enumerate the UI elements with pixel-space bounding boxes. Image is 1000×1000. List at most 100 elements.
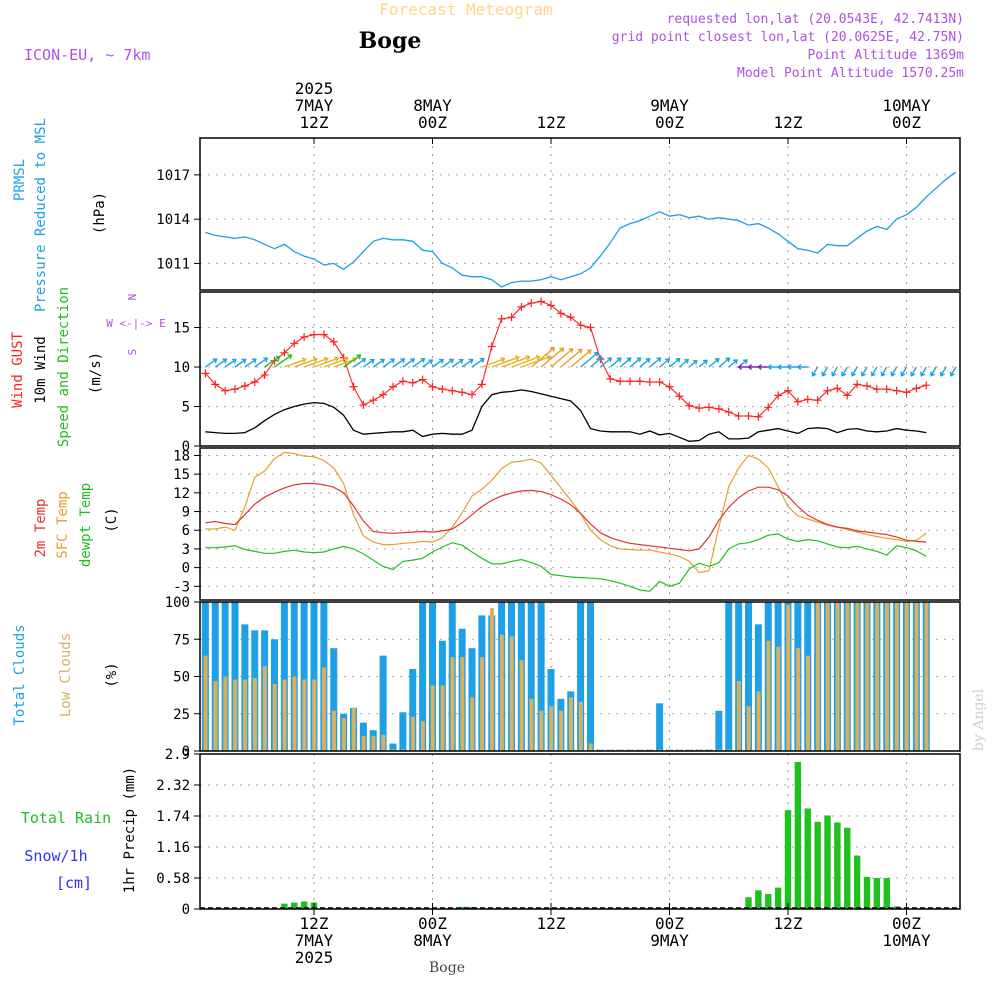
wind-direction-arrow (949, 366, 957, 377)
gust-marker (201, 369, 210, 378)
gust-marker (616, 377, 625, 386)
low-cloud-bar (322, 667, 327, 751)
compass-s: S (126, 349, 139, 356)
rain-bar (863, 876, 871, 909)
wind-direction-arrow (786, 364, 798, 370)
time-tick-label: 00Z (655, 113, 684, 132)
rain-bar (784, 810, 792, 909)
low-cloud-bar (529, 698, 534, 751)
wind-direction-arrow (890, 366, 898, 377)
low-cloud-label: Low Clouds (58, 633, 74, 717)
wind-direction-arrow (313, 356, 340, 368)
location-title: Boge (359, 28, 422, 54)
low-cloud-bar (292, 676, 297, 751)
gust-marker (823, 386, 832, 395)
time-tick-label: 00Z (655, 914, 684, 933)
wind-direction-arrow (244, 358, 257, 368)
low-cloud-bar (815, 602, 820, 751)
wind-direction-arrow (831, 366, 839, 377)
precip-panel (200, 762, 960, 909)
low-cloud-bar (489, 607, 494, 751)
rain-label: Total Rain (21, 809, 111, 827)
gust-marker (793, 397, 802, 406)
sfc-temp-label: SFC Temp (55, 491, 71, 558)
wind-direction-arrow (491, 355, 520, 368)
gust-marker (507, 313, 516, 322)
time-tick-label: 12Z (537, 914, 566, 933)
wind-direction-arrow (343, 354, 362, 368)
y-tick-label: 3 (182, 542, 190, 558)
wind-direction-arrow (841, 366, 848, 377)
gust-marker (477, 380, 486, 389)
total-cloud-bar (735, 602, 743, 751)
prmsl-desc-label: Pressure Reduced to MSL (33, 118, 49, 312)
wind-direction-arrow (363, 358, 375, 368)
wind-direction-arrow (441, 358, 455, 368)
wind-speed-line (205, 389, 927, 442)
gust-marker (556, 309, 565, 318)
total-cloud-bar (310, 602, 318, 751)
rain-bar (755, 890, 762, 909)
low-cloud-bar (381, 734, 386, 751)
gust-marker (566, 313, 575, 322)
total-cloud-bar (231, 602, 239, 751)
low-cloud-bar (312, 679, 317, 751)
low-cloud-bar (776, 646, 781, 751)
y-tick-label: 1011 (156, 256, 190, 272)
total-cloud-bar (300, 602, 308, 751)
gust-marker (517, 303, 526, 312)
rain-bar (814, 821, 821, 909)
low-cloud-bar (884, 602, 889, 751)
low-cloud-bar (875, 602, 880, 751)
compass-n: N (126, 294, 139, 301)
total-cloud-label: Total Clouds (12, 624, 28, 725)
gust-marker (359, 400, 368, 409)
wind-direction-arrow (294, 357, 318, 368)
rain-bar (853, 855, 861, 909)
low-cloud-bar (213, 680, 218, 751)
time-tick-label: 00Z (892, 914, 921, 933)
total-cloud-bar (330, 648, 338, 751)
gust-marker (260, 370, 269, 379)
low-cloud-bar (203, 655, 208, 751)
low-cloud-bar (805, 655, 810, 751)
temp-unit-label: (C) (104, 507, 120, 532)
wind-direction-arrow (254, 357, 269, 368)
cloud-unit-label: (%) (104, 662, 120, 687)
wind-direction-arrow (550, 348, 574, 368)
gust-marker (635, 377, 644, 386)
low-cloud-bar (371, 736, 376, 751)
wind-direction-arrow (590, 356, 603, 368)
low-cloud-bar (341, 718, 346, 751)
low-cloud-bar (509, 636, 514, 751)
y-tick-label: 10 (173, 360, 190, 376)
wind-direction-arrow (776, 364, 788, 370)
wind-direction-arrow (323, 356, 349, 368)
wind-direction-arrow (560, 348, 583, 368)
wind-direction-arrow (609, 357, 622, 368)
gust-marker (853, 380, 862, 389)
compass-we: W <-|-> E (106, 317, 166, 330)
gust-marker (882, 385, 891, 394)
gust-marker (724, 408, 733, 417)
gust-marker (645, 378, 654, 387)
rain-bar (844, 827, 851, 909)
gust-marker (705, 403, 713, 412)
gust-marker (310, 330, 318, 339)
y-tick-label: 0 (182, 561, 190, 577)
low-cloud-bar (588, 743, 593, 751)
wind-direction-arrow (688, 359, 698, 368)
gust-marker (319, 330, 328, 339)
wind-direction-arrow (766, 364, 779, 370)
wind-direction-arrow (708, 358, 720, 368)
wind-direction-arrow (412, 358, 426, 368)
wind-direction-arrow (580, 351, 599, 368)
gust-marker (754, 412, 763, 421)
wind-labels: Wind GUST 10m Wind Speed and Direction (… (10, 287, 166, 447)
time-tick-label: 9MAY (650, 96, 689, 115)
gust-marker (369, 396, 378, 405)
gust-marker (448, 386, 457, 395)
low-cloud-bar (914, 602, 919, 751)
wind-direction-arrow (880, 366, 888, 377)
low-cloud-bar (766, 640, 771, 751)
